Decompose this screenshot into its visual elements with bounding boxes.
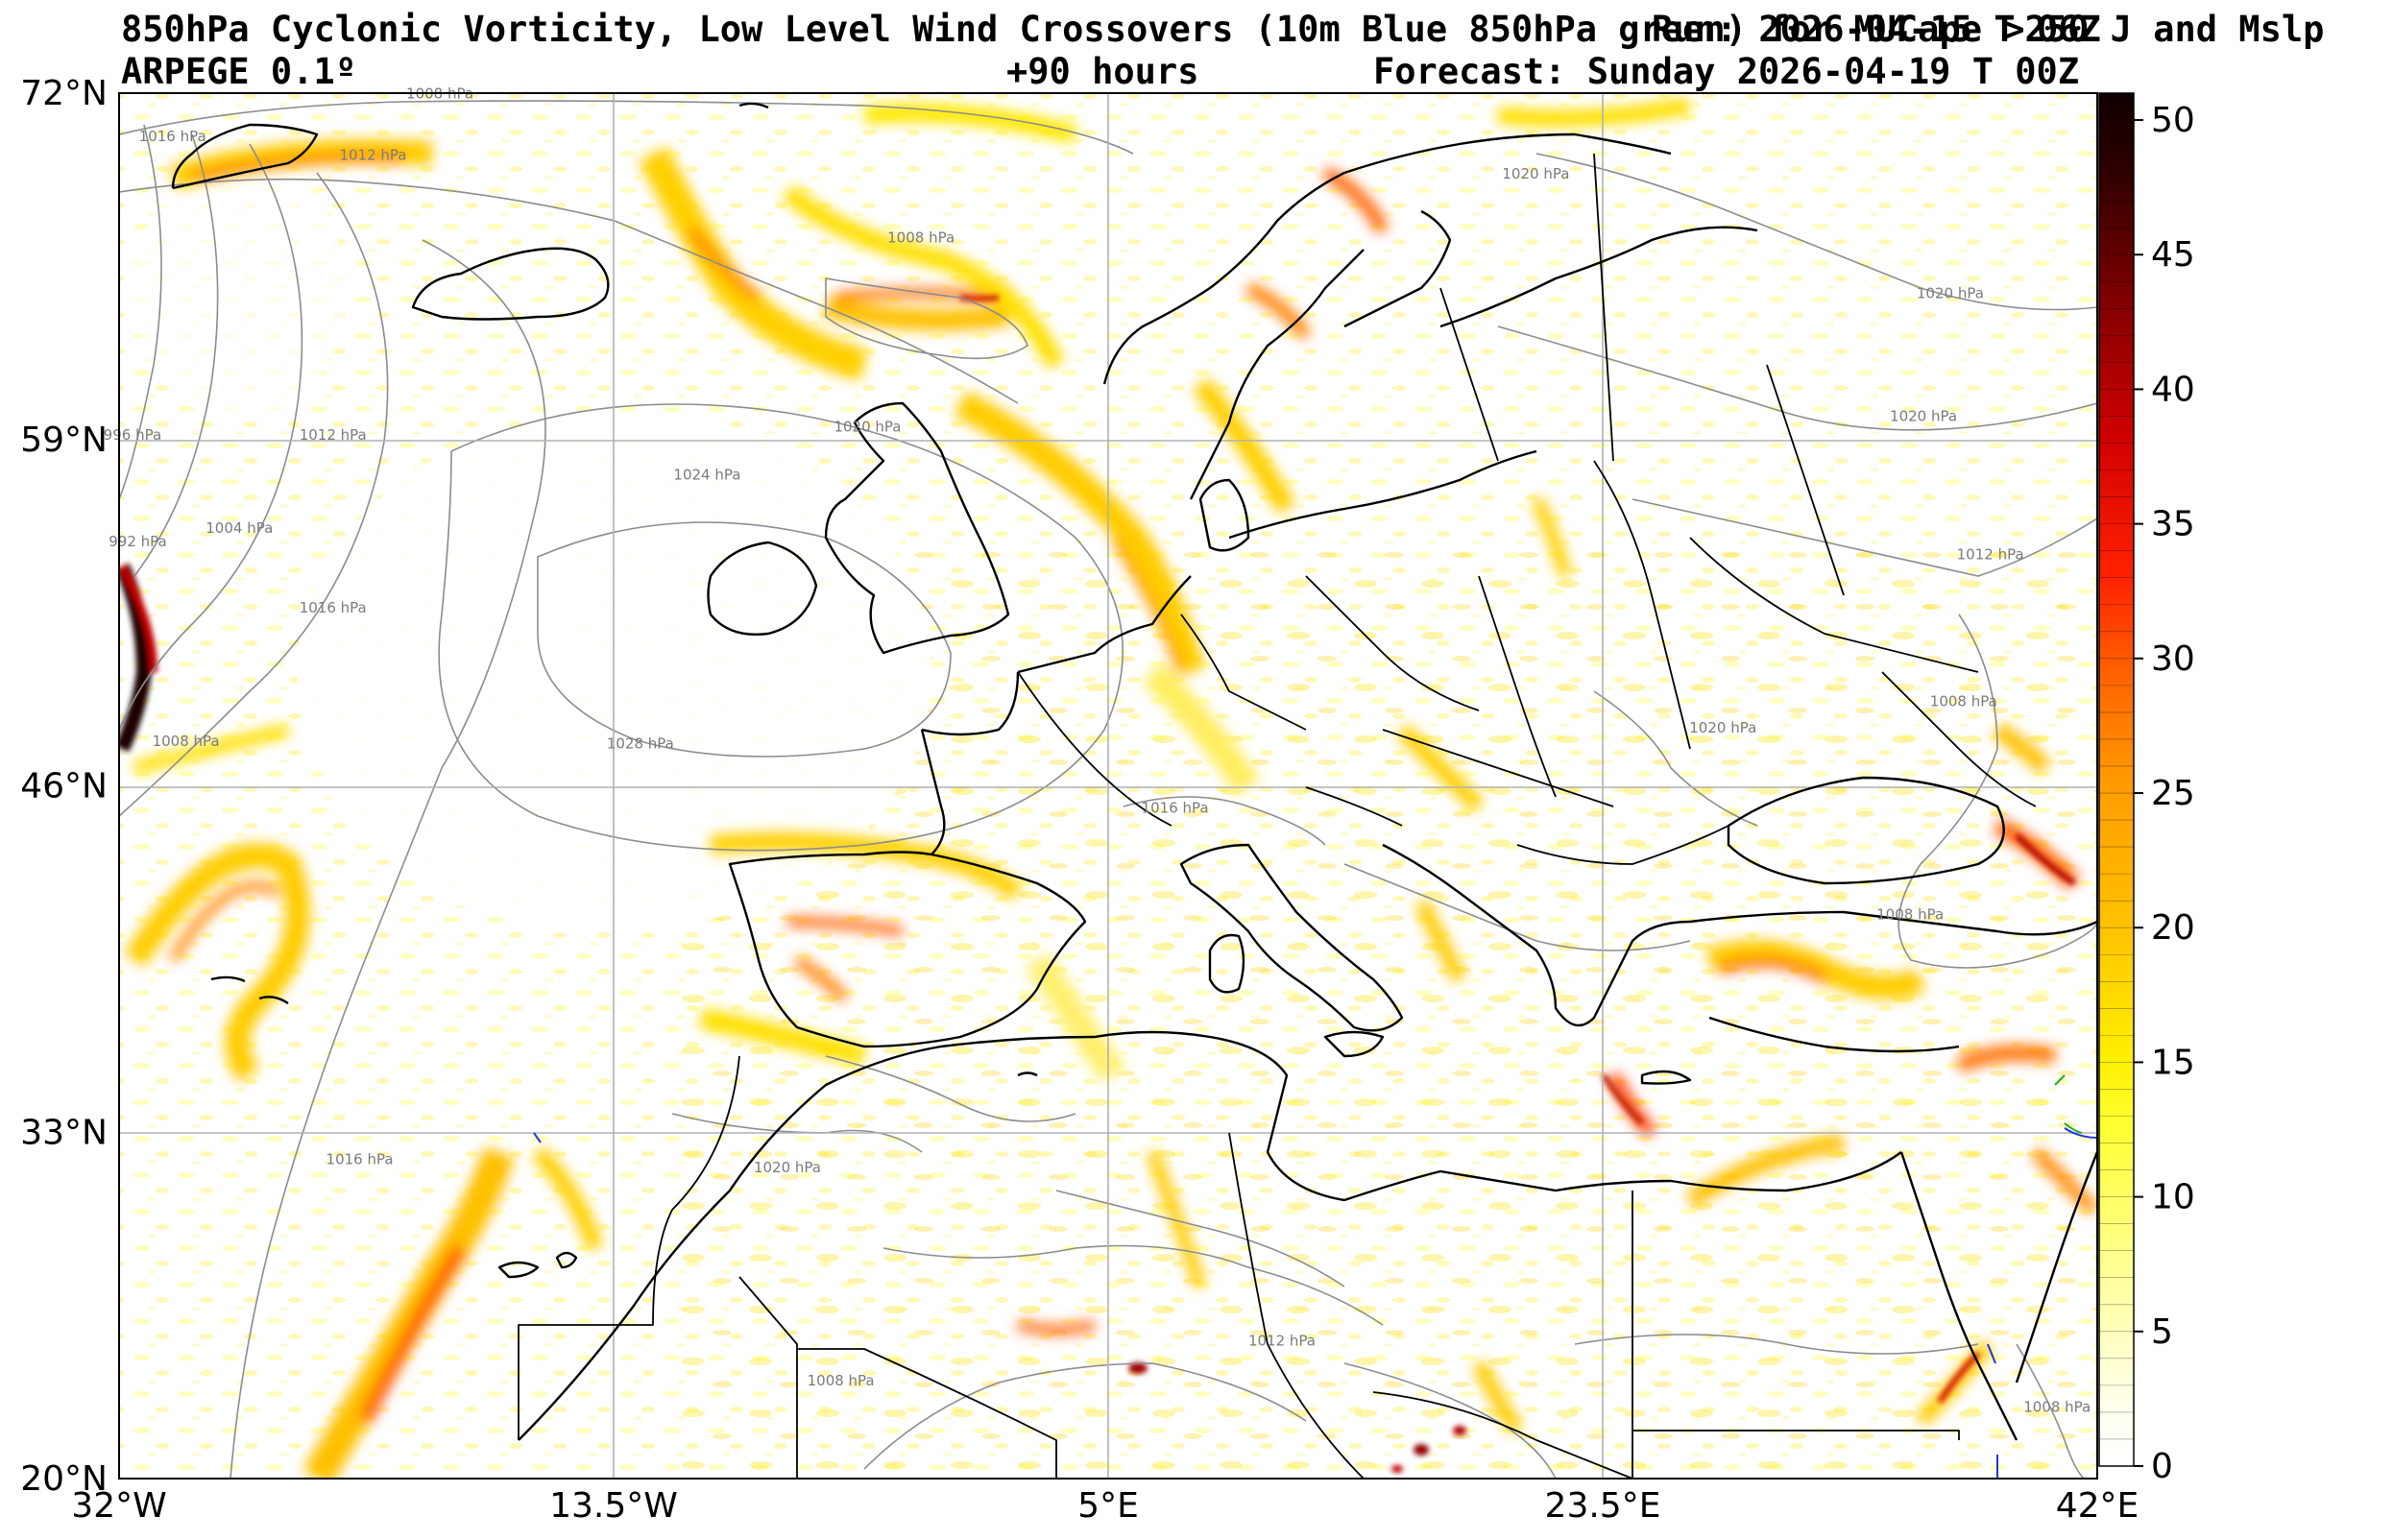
colorbar-tick-label: 10	[2151, 1178, 2195, 1217]
colorbar-gradient	[2099, 93, 2134, 1466]
sardinia	[1208, 933, 1245, 994]
crossover-850-marker	[2054, 1074, 2066, 1086]
lon-tick-label: 32°W	[71, 1486, 166, 1526]
red-sea	[1899, 1151, 2018, 1441]
norway-coast	[1102, 132, 1672, 385]
colorbar-tick-label: 50	[2151, 101, 2195, 140]
iceland	[411, 247, 610, 321]
valid-time: Forecast: Sunday 2026-04-19 T 00Z	[1373, 51, 2080, 92]
isobar-label: 1012 hPa	[1248, 1332, 1316, 1349]
wind-crossovers	[533, 1074, 2098, 1479]
iberia	[728, 851, 1087, 1048]
finland	[1439, 226, 1758, 328]
denmark	[1198, 478, 1250, 552]
map-frame	[118, 92, 2098, 1480]
isobar-label: 1020 hPa	[834, 418, 901, 435]
isobar-label: 1016 hPa	[1142, 799, 1209, 816]
isobar-label: 992 hPa	[109, 533, 166, 550]
great-britain	[824, 401, 1010, 655]
colorbar-tick-label: 40	[2151, 370, 2195, 409]
colorbar-tick-label: 5	[2151, 1312, 2173, 1352]
lon-tick-label: 5°E	[1077, 1486, 1139, 1526]
isobar-label: 1008 hPa	[808, 1372, 875, 1389]
crossover-10m-marker	[2064, 1127, 2098, 1139]
isobar-label: 1008 hPa	[2023, 1399, 2091, 1416]
italy	[1179, 843, 1404, 1032]
turkey	[1689, 910, 2097, 936]
lat-tick-label: 20°N	[20, 1459, 108, 1499]
isobar-label: 1012 hPa	[1957, 546, 2024, 564]
isobar-label: 1016 hPa	[300, 599, 367, 616]
axis-labels: 32°W 13.5°W 5°E 23.5°E 42°E 72°N 59°N 46°N 33°N 2…	[20, 74, 2139, 1526]
isobar-label: 1004 hPa	[205, 519, 273, 537]
chart-title: 850hPa Cyclonic Vorticity, Low Level Win…	[121, 9, 2325, 50]
isobar-label: 1008 hPa	[1876, 905, 1944, 923]
isobar-label: 1020 hPa	[1890, 407, 1957, 424]
graticule	[119, 93, 2097, 1479]
black-sea	[1727, 776, 2005, 885]
lon-tick-label: 13.5°W	[549, 1486, 678, 1526]
colorbar-tick-label: 35	[2151, 505, 2195, 544]
north-africa-coast	[518, 1030, 1902, 1441]
sicily	[1323, 1030, 1385, 1058]
isobar-contours	[119, 100, 2097, 1479]
colorbar-tick-label: 15	[2151, 1043, 2195, 1082]
lead-time: +90 hours	[1006, 51, 1199, 92]
balkans	[1382, 843, 1691, 1027]
colorbar-tick-label: 25	[2151, 774, 2195, 813]
lat-tick-label: 46°N	[20, 767, 108, 806]
run-time: Run: 2026-04-15 T 06Z	[1652, 9, 2101, 50]
isobar-label: 1020 hPa	[754, 1159, 821, 1176]
crossover-10m-marker	[533, 1132, 542, 1143]
isobar-label: 1028 hPa	[607, 735, 674, 753]
lat-tick-label: 33°N	[20, 1113, 108, 1152]
lon-tick-label: 42°E	[2056, 1486, 2139, 1526]
lat-tick-label: 72°N	[20, 74, 108, 113]
colorbar-tick-label: 45	[2151, 235, 2195, 275]
sweden	[1189, 249, 1365, 500]
colorbar: 0 5 10 15 20 25 30 35 40 45 50	[2098, 92, 2195, 1486]
crossover-850-marker	[2064, 1122, 2083, 1134]
isobar-label: 996 hPa	[104, 426, 161, 444]
isobar-label: 1012 hPa	[339, 146, 406, 163]
isobar-label: 1016 hPa	[139, 128, 206, 145]
coastlines	[171, 102, 2097, 1479]
model-name: ARPEGE 0.1º	[121, 51, 357, 92]
lon-tick-label: 23.5°E	[1545, 1486, 1661, 1526]
isobar-label: 1008 hPa	[887, 229, 955, 246]
isobar-label: 1008 hPa	[153, 733, 220, 750]
crossover-10m-marker	[1987, 1343, 1996, 1364]
baltic	[1228, 449, 1537, 540]
colorbar-tick-label: 30	[2151, 639, 2195, 679]
isobar-label: 1024 hPa	[673, 466, 740, 483]
colorbar-tick-label: 0	[2151, 1447, 2173, 1486]
isobar-label: 1020 hPa	[1502, 165, 1569, 182]
colorbar-tick-label: 20	[2151, 908, 2195, 948]
isobar-label: 1020 hPa	[1917, 285, 1984, 302]
gulf-of-bothnia	[1343, 209, 1452, 328]
isobar-label: 1012 hPa	[300, 426, 367, 444]
ireland	[707, 541, 818, 636]
france-coast	[1017, 575, 1192, 674]
isobar-label: 1008 hPa	[1930, 692, 1997, 710]
lat-tick-label: 59°N	[20, 421, 108, 460]
isobar-label: 1016 hPa	[326, 1151, 394, 1168]
isobar-label: 1020 hPa	[1689, 719, 1756, 736]
